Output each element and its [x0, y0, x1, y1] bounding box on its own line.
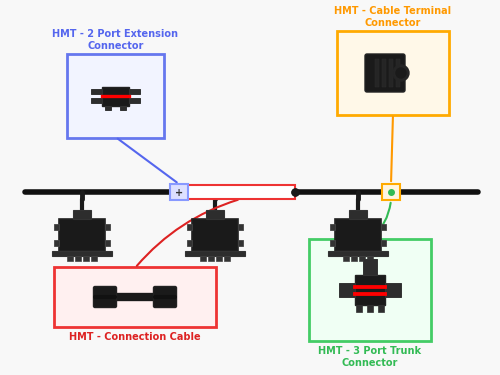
- FancyBboxPatch shape: [54, 267, 216, 327]
- Bar: [351, 256, 357, 261]
- Bar: [200, 256, 206, 261]
- Bar: [73, 210, 91, 219]
- Circle shape: [396, 68, 406, 78]
- Bar: [381, 224, 386, 230]
- Bar: [343, 256, 349, 261]
- Bar: [54, 224, 59, 230]
- Bar: [120, 105, 126, 110]
- Bar: [83, 256, 89, 261]
- Bar: [375, 59, 379, 87]
- Bar: [366, 305, 374, 312]
- Bar: [185, 251, 245, 256]
- Bar: [238, 240, 243, 246]
- Bar: [378, 305, 384, 312]
- Bar: [129, 98, 140, 103]
- Bar: [105, 105, 111, 110]
- Bar: [367, 256, 373, 261]
- Bar: [349, 210, 367, 219]
- Bar: [91, 89, 102, 94]
- Bar: [386, 284, 401, 297]
- Bar: [129, 89, 140, 94]
- Bar: [330, 224, 335, 230]
- Bar: [170, 184, 188, 200]
- Bar: [382, 59, 386, 87]
- Bar: [364, 259, 376, 274]
- Bar: [224, 256, 230, 261]
- FancyBboxPatch shape: [154, 286, 176, 308]
- Bar: [389, 59, 393, 87]
- Bar: [330, 240, 335, 246]
- Bar: [67, 256, 73, 261]
- Bar: [91, 256, 97, 261]
- Bar: [208, 256, 214, 261]
- Bar: [216, 256, 222, 261]
- Bar: [187, 240, 192, 246]
- Bar: [354, 274, 386, 305]
- FancyBboxPatch shape: [67, 54, 164, 138]
- Text: HMT - 2 Port Extension
Connector: HMT - 2 Port Extension Connector: [52, 29, 178, 51]
- Bar: [186, 185, 295, 199]
- Bar: [52, 251, 112, 256]
- Bar: [359, 256, 365, 261]
- Bar: [335, 219, 381, 251]
- Bar: [105, 224, 110, 230]
- Bar: [192, 219, 238, 251]
- FancyBboxPatch shape: [337, 31, 449, 115]
- Bar: [187, 224, 192, 230]
- Circle shape: [393, 65, 409, 81]
- Bar: [59, 219, 105, 251]
- Text: HMT - Connection Cable: HMT - Connection Cable: [69, 332, 201, 342]
- Bar: [91, 98, 102, 103]
- Bar: [396, 59, 400, 87]
- FancyBboxPatch shape: [94, 286, 116, 308]
- Bar: [356, 305, 362, 312]
- FancyBboxPatch shape: [309, 239, 431, 341]
- Bar: [105, 240, 110, 246]
- Bar: [382, 184, 400, 200]
- Bar: [54, 240, 59, 246]
- Bar: [206, 210, 224, 219]
- Text: HMT - 3 Port Trunk
Connector: HMT - 3 Port Trunk Connector: [318, 346, 422, 368]
- Bar: [328, 251, 388, 256]
- Bar: [339, 284, 354, 297]
- Bar: [102, 87, 129, 105]
- Text: +: +: [175, 188, 183, 198]
- FancyBboxPatch shape: [365, 54, 405, 92]
- Bar: [381, 240, 386, 246]
- Bar: [75, 256, 81, 261]
- Text: HMT - Cable Terminal
Connector: HMT - Cable Terminal Connector: [334, 6, 452, 28]
- Bar: [238, 224, 243, 230]
